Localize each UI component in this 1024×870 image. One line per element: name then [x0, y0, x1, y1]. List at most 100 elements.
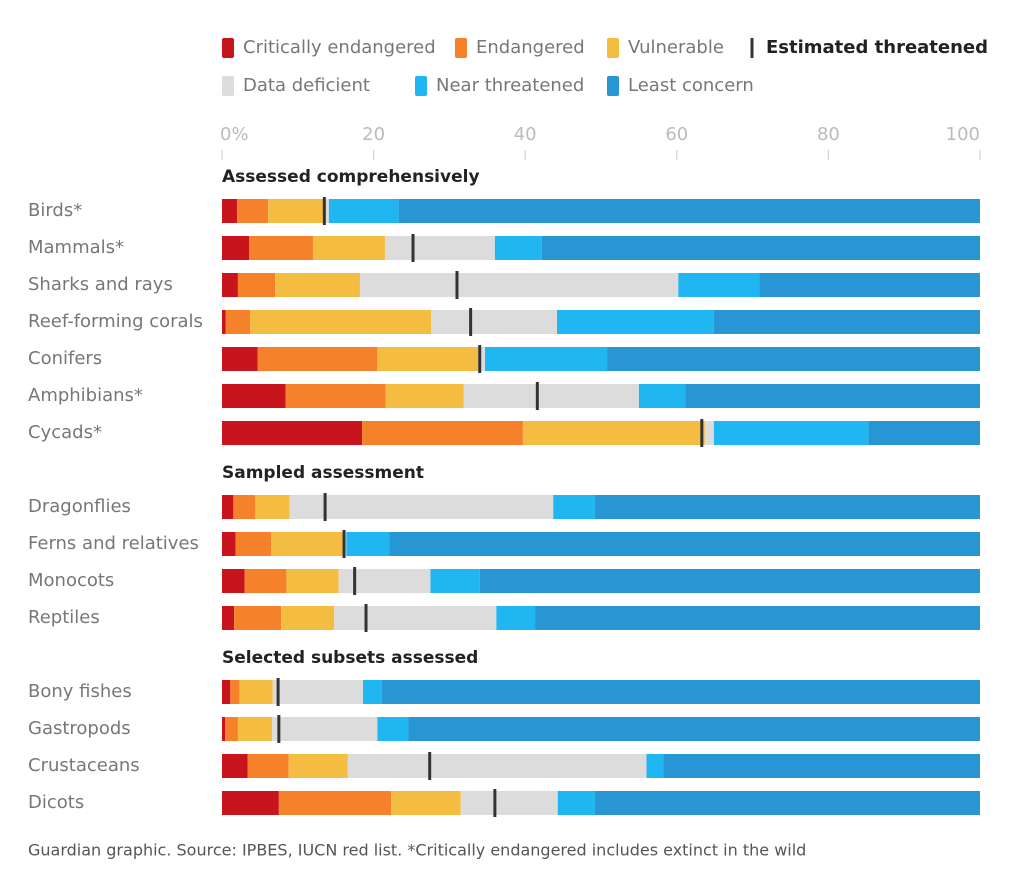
bar-segment [278, 791, 392, 815]
bar-segment [408, 717, 980, 741]
bar-segment [237, 273, 276, 297]
bar-segment [463, 384, 639, 408]
bar-segment [222, 421, 363, 445]
x-tick-label: 60 [665, 124, 688, 145]
bar-segment [359, 273, 679, 297]
bar-segment [285, 384, 386, 408]
bar-segment [385, 384, 464, 408]
bar-segment [384, 236, 495, 260]
category-label: Reptiles [28, 607, 100, 628]
legend-label: Data deficient [243, 75, 370, 96]
bar-segment [391, 791, 461, 815]
bar-segment [594, 791, 980, 815]
bar-segment [646, 754, 664, 778]
bar-segment [323, 199, 329, 223]
bar-segment [222, 495, 234, 519]
category-label: Conifers [28, 348, 102, 369]
bar-segment [338, 569, 431, 593]
legend-swatch [455, 38, 467, 58]
category-label: Amphibians* [28, 385, 143, 406]
legend-swatch [607, 76, 619, 96]
x-tick-label: 0% [220, 124, 249, 145]
bar-segment [235, 532, 272, 556]
legend-label: Estimated threatened [766, 37, 988, 58]
bar-segment [377, 347, 479, 371]
bar-segment [289, 495, 554, 519]
bar-segment [250, 310, 432, 334]
x-tick-label: 20 [362, 124, 385, 145]
category-label: Monocots [28, 570, 114, 591]
bar-segment [685, 384, 980, 408]
source-note: Guardian graphic. Source: IPBES, IUCN re… [28, 841, 806, 860]
bar-segment [557, 791, 595, 815]
group-title: Assessed comprehensively [222, 167, 480, 187]
bar-segment [247, 754, 289, 778]
bar-segment [233, 495, 256, 519]
category-label: Birds* [28, 200, 82, 221]
legend-label: Critically endangered [243, 37, 436, 58]
bar-segment [460, 791, 558, 815]
bar-segment [594, 495, 980, 519]
bar-segment [225, 717, 238, 741]
category-label: Dicots [28, 792, 84, 813]
bar-segment [275, 273, 360, 297]
bar-segment [225, 310, 251, 334]
bar-segment [479, 569, 980, 593]
category-label: Crustaceans [28, 755, 140, 776]
bar-segment [713, 310, 980, 334]
bar-segment [328, 199, 399, 223]
bar-segment [346, 532, 390, 556]
category-label: Dragonflies [28, 496, 131, 517]
bar-segment [222, 569, 245, 593]
bar-segment [485, 347, 608, 371]
bar-segment [398, 199, 980, 223]
legend-swatch [415, 76, 427, 96]
category-label: Cycads* [28, 422, 102, 443]
bar-segment [496, 606, 536, 630]
bar-segment [362, 680, 382, 704]
bar-segment [222, 384, 286, 408]
bar-segment [541, 236, 980, 260]
legend-swatch [607, 38, 619, 58]
bar-segment [868, 421, 980, 445]
bar-segment [704, 421, 714, 445]
bar-segment [237, 717, 273, 741]
bar-segment [494, 236, 542, 260]
bar-segment [272, 717, 378, 741]
legend-label: Vulnerable [628, 37, 724, 58]
bar-segment [286, 569, 339, 593]
bar-segment [272, 680, 363, 704]
bar-segment [535, 606, 980, 630]
bar-segment [347, 754, 647, 778]
x-tick-label: 80 [817, 124, 840, 145]
category-label: Bony fishes [28, 681, 132, 702]
legend-swatch [222, 76, 234, 96]
category-label: Sharks and rays [28, 274, 173, 295]
bar-segment [377, 717, 409, 741]
bar-segment [249, 236, 313, 260]
group-title: Selected subsets assessed [222, 648, 478, 668]
bar-segment [222, 754, 248, 778]
category-label: Mammals* [28, 237, 124, 258]
bar-segment [312, 236, 385, 260]
bar-segment [430, 569, 480, 593]
bar-segment [281, 606, 335, 630]
bar-segment [222, 717, 226, 741]
bar-segment [381, 680, 980, 704]
bar-segment [478, 347, 486, 371]
bar-segment [389, 532, 980, 556]
bar-segment [522, 421, 705, 445]
bar-segment [222, 606, 235, 630]
x-tick-label: 40 [514, 124, 537, 145]
bar-segment [237, 199, 269, 223]
category-label: Ferns and relatives [28, 533, 199, 554]
bar-segment [222, 347, 258, 371]
bar-segment [222, 199, 238, 223]
x-tick-label: 100 [946, 124, 980, 145]
legend-label: Near threatened [436, 75, 584, 96]
bar-segment [244, 569, 287, 593]
bar-segment [638, 384, 686, 408]
legend-swatch [222, 38, 234, 58]
bar-segment [230, 680, 240, 704]
